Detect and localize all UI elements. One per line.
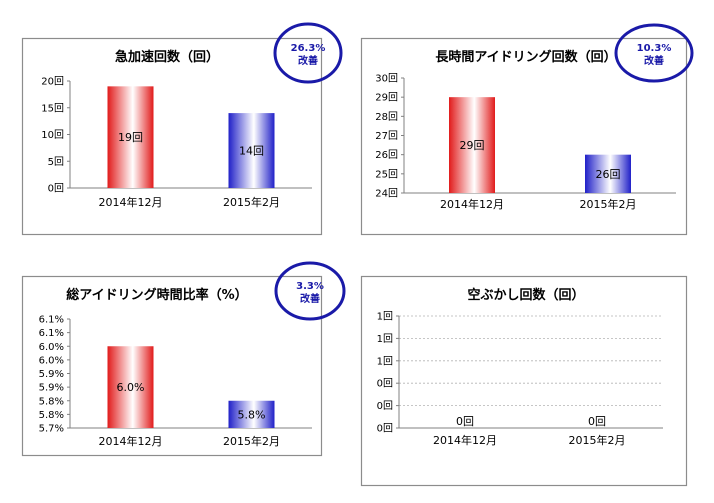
- chart-3-ytick-label: 6.0%: [39, 342, 64, 353]
- chart-2-ytick-label: 28回: [375, 111, 398, 123]
- chart-svg-4: 空ぶかし回数（回） 0回 0回 0回 1回 1回 1回 0回 2014年12月 0回 2015年2月: [360, 275, 688, 487]
- chart-3-bar-1: [107, 346, 154, 428]
- chart-panel-3: 総アイドリング時間比率（%） 5.7% 5.8% 5.8% 5.9% 5.9% 6.0% 6.…: [21, 261, 346, 457]
- chart-1-ytick-label: 15回: [41, 102, 64, 114]
- chart-2-ytick-label: 26回: [375, 149, 398, 161]
- chart-1-ytick-label: 5回: [48, 156, 64, 168]
- chart-1-improvement-label: 改善: [298, 54, 318, 67]
- chart-3-data-label-2: 5.8%: [238, 408, 266, 421]
- chart-1-ytick-label: 10回: [41, 129, 64, 141]
- chart-4-data-label-2: 0回: [588, 415, 606, 428]
- chart-2-ytick-label: 29回: [375, 92, 398, 104]
- chart-3-data-label-1: 6.0%: [117, 381, 145, 394]
- chart-4-ytick-label: 0回: [377, 423, 393, 435]
- chart-2-bar-1: [449, 97, 495, 193]
- chart-4-ytick-label: 1回: [377, 311, 393, 323]
- chart-3-category-label-1: 2014年12月: [99, 434, 163, 448]
- chart-3-improvement-label: 改善: [300, 292, 320, 305]
- chart-3-ytick-label: 5.8%: [39, 410, 64, 421]
- chart-panel-4: 空ぶかし回数（回） 0回 0回 0回 1回 1回 1回 0回 2014年12月 0回 2015年2月: [360, 275, 688, 487]
- chart-1-data-label-2: 14回: [239, 145, 264, 158]
- chart-3-ytick-label: 6.1%: [39, 328, 64, 339]
- chart-2-ytick-label: 27回: [375, 130, 398, 142]
- chart-4-title: 空ぶかし回数（回）: [467, 287, 584, 303]
- chart-1-data-label-1: 19回: [118, 131, 143, 144]
- chart-3-ytick-label: 6.0%: [39, 355, 64, 366]
- chart-svg-2: 長時間アイドリング回数（回） 24回 25回 26回 27回 28回 29回 30回 29回 20…: [360, 23, 694, 236]
- chart-4-ytick-label: 0回: [377, 400, 393, 412]
- chart-2-category-label-1: 2014年12月: [440, 197, 504, 211]
- chart-svg-1: 急加速回数（回） 0回 5回 10回 15回 20回 19回 2014年12月 14回 2015年…: [21, 22, 343, 236]
- chart-4-ytick-label: 1回: [377, 355, 393, 367]
- chart-2-frame: [360, 37, 688, 236]
- chart-1-improvement-value: 26.3%: [291, 43, 326, 54]
- chart-2-ytick-label: 25回: [375, 168, 398, 180]
- chart-1-bar-1: [107, 86, 154, 188]
- chart-2-data-label-2: 26回: [596, 168, 621, 181]
- chart-1-ytick-label: 0回: [48, 183, 64, 195]
- chart-3-improvement-value: 3.3%: [296, 281, 324, 292]
- chart-2-title: 長時間アイドリング回数（回）: [435, 49, 616, 65]
- chart-3-frame: [21, 275, 323, 457]
- chart-3-ytick-label: 6.1%: [39, 315, 64, 326]
- chart-1-improvement-ring: [273, 22, 343, 84]
- chart-4-frame: [360, 275, 688, 487]
- chart-panel-1: 急加速回数（回） 0回 5回 10回 15回 20回 19回 2014年12月 14回 2015年…: [21, 22, 343, 236]
- chart-1-category-label-2: 2015年2月: [223, 195, 280, 209]
- chart-3-improvement-ring: [274, 261, 346, 321]
- chart-1-ytick-label: 20回: [41, 76, 64, 88]
- chart-4-ytick-label: 1回: [377, 333, 393, 345]
- chart-3-category-label-2: 2015年2月: [223, 434, 280, 448]
- chart-2-ytick-label: 24回: [375, 188, 398, 200]
- chart-3-ytick-label: 5.7%: [39, 424, 64, 435]
- chart-1-bar-2: [228, 113, 275, 188]
- chart-1-title: 急加速回数（回）: [115, 49, 219, 65]
- chart-2-data-label-1: 29回: [460, 139, 485, 152]
- chart-4-data-label-1: 0回: [456, 415, 474, 428]
- chart-4-ytick-label: 0回: [377, 378, 393, 390]
- chart-2-improvement-value: 10.3%: [637, 43, 672, 54]
- chart-3-ytick-label: 5.8%: [39, 396, 64, 407]
- chart-3-bar-2: [228, 400, 275, 428]
- chart-2-ytick-label: 30回: [375, 73, 398, 85]
- chart-1-category-label-1: 2014年12月: [99, 195, 163, 209]
- chart-3-ytick-label: 5.9%: [39, 369, 64, 380]
- chart-panel-2: 長時間アイドリング回数（回） 24回 25回 26回 27回 28回 29回 30回 29回 20…: [360, 23, 694, 236]
- chart-2-improvement-ring: [614, 23, 694, 83]
- chart-2-improvement-label: 改善: [644, 54, 664, 67]
- chart-svg-3: 総アイドリング時間比率（%） 5.7% 5.8% 5.8% 5.9% 5.9% 6.0% 6.…: [21, 261, 346, 457]
- chart-4-category-label-1: 2014年12月: [433, 433, 497, 447]
- chart-4-category-label-2: 2015年2月: [569, 433, 626, 447]
- chart-2-bar-2: [585, 154, 631, 193]
- chart-2-category-label-2: 2015年2月: [580, 197, 637, 211]
- chart-3-title: 総アイドリング時間比率（%）: [66, 287, 247, 303]
- chart-3-ytick-label: 5.9%: [39, 383, 64, 394]
